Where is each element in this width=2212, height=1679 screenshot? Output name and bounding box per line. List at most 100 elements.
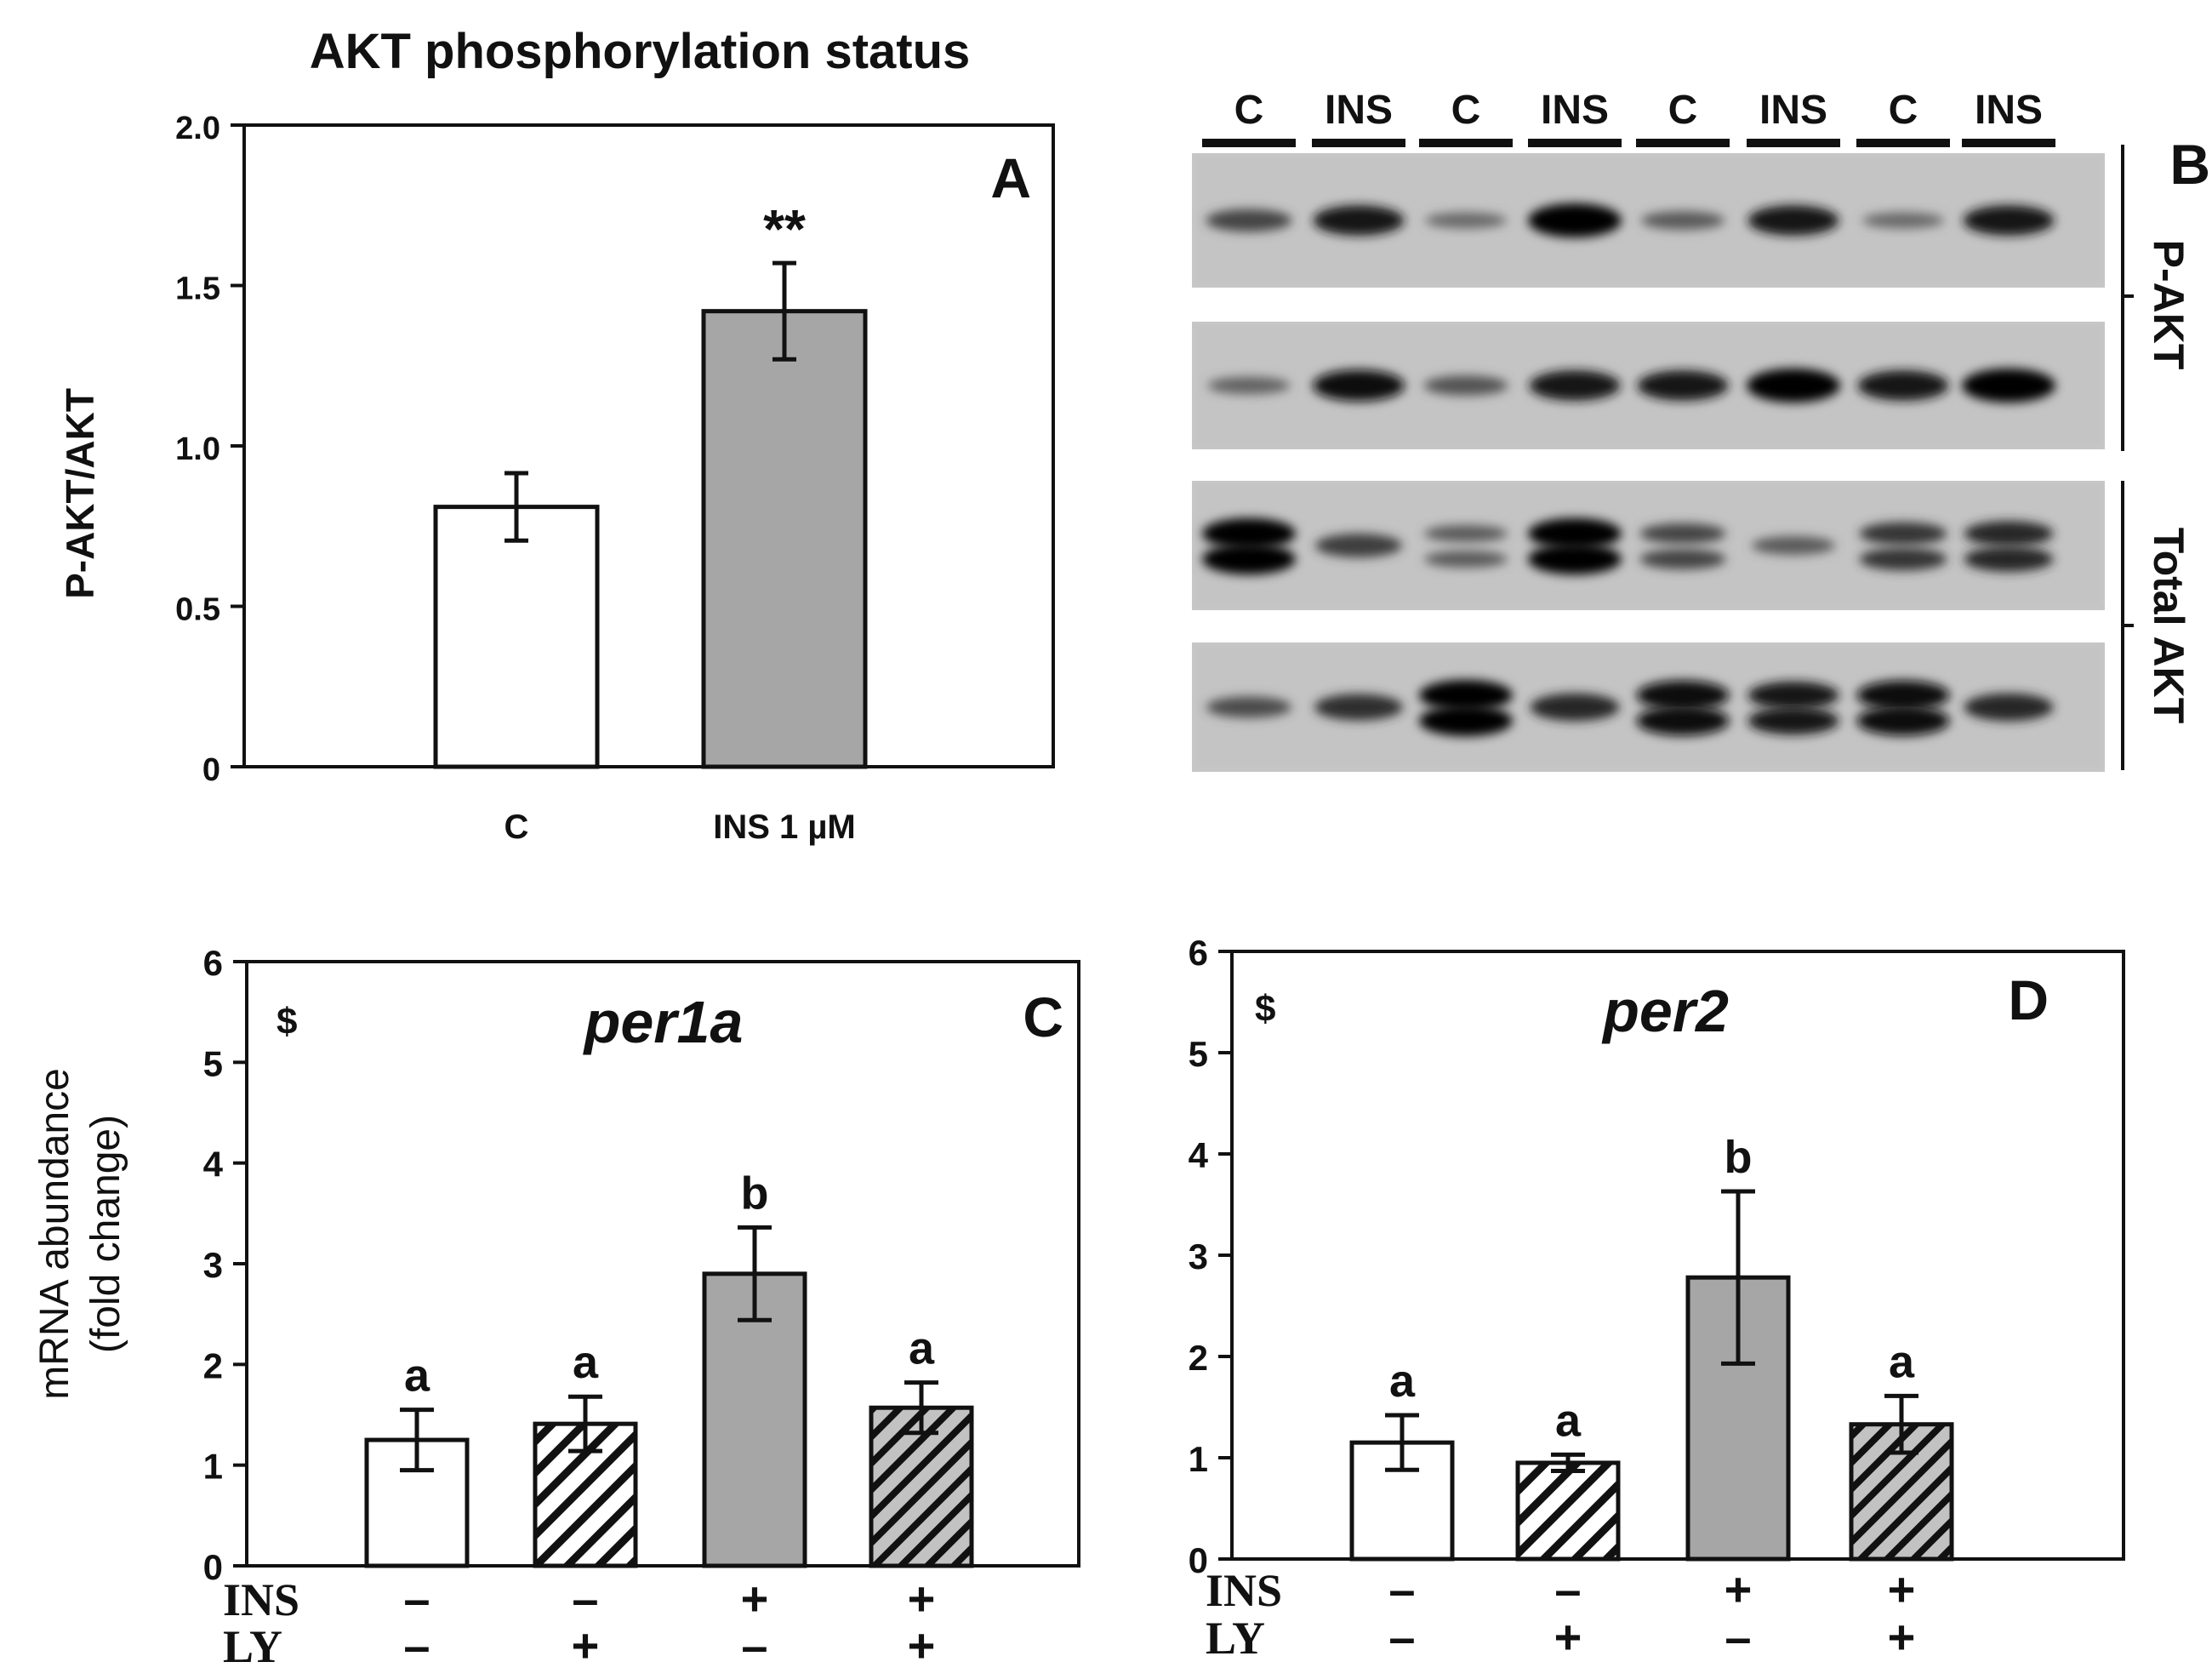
significance-label: a — [573, 1337, 599, 1388]
treatment-label: INS — [1206, 1565, 1282, 1616]
panel-d-letter: D — [2008, 968, 2049, 1031]
panel-d-y-axis: 0 1 2 3 4 5 6 — [1189, 933, 1232, 1580]
blot-band — [1747, 681, 1839, 710]
treatment-sign: + — [908, 1619, 936, 1672]
x-category-label: C — [505, 808, 529, 846]
blot-band — [1313, 205, 1405, 236]
significance-label: a — [1555, 1395, 1582, 1446]
y-tick-label: 4 — [1189, 1135, 1209, 1175]
blot-row — [1192, 642, 2105, 772]
y-tick-label: 0 — [1189, 1540, 1208, 1580]
blot-band — [1206, 696, 1291, 718]
blot-band — [1856, 680, 1950, 711]
blot-row — [1192, 481, 2105, 610]
significance-label: a — [909, 1323, 935, 1374]
panel-c-letter: C — [1023, 985, 1063, 1048]
treatment-sign: – — [1725, 1610, 1751, 1664]
panel-a-title: AKT phosphorylation status — [310, 24, 971, 79]
y-tick-label: 3 — [1189, 1236, 1208, 1276]
panel-d-marker: $ — [1255, 988, 1275, 1030]
blot-band — [1528, 543, 1622, 575]
panel-c-treatments: INS – – + +LY – + – + — [223, 1572, 935, 1672]
y-tick-label: 6 — [203, 943, 223, 983]
panel-d-treatments: INS – – + +LY – + – + — [1206, 1562, 1915, 1664]
blot-band — [1313, 369, 1405, 402]
blot-band — [1747, 706, 1839, 735]
y-tick-label: 5 — [203, 1043, 223, 1083]
significance-label: a — [1889, 1336, 1915, 1387]
treatment-sign: – — [1388, 1610, 1415, 1664]
blot-band — [1962, 368, 2055, 403]
lane-label: C — [1451, 88, 1481, 133]
panel-a-x-axis: C INS 1 µM — [505, 808, 856, 846]
treatment-sign: + — [1725, 1562, 1753, 1616]
blot-band — [1637, 370, 1729, 401]
treatment-sign: – — [1554, 1562, 1581, 1616]
blot-band — [1859, 522, 1947, 545]
y-tick-label: 0.5 — [175, 592, 220, 628]
treatment-sign: + — [572, 1619, 600, 1672]
panel-b-blot-rows — [1192, 153, 2105, 772]
lane-label: INS — [1325, 88, 1393, 133]
blot-band — [1752, 536, 1835, 555]
blot-band — [1202, 517, 1296, 550]
blot-band — [1529, 370, 1621, 401]
blot-band — [1314, 694, 1403, 721]
blot-band — [1747, 205, 1839, 236]
panel-d-bars: a a b a — [1349, 1132, 1954, 1562]
panel-c-title: per1a — [583, 989, 744, 1055]
blot-band — [1419, 679, 1513, 711]
significance-label: ** — [763, 198, 806, 260]
lane-label: INS — [1975, 88, 2043, 133]
significance-label: b — [1725, 1132, 1753, 1183]
y-tick-label: 2 — [203, 1345, 223, 1385]
p-akt-group-label: P-AKT — [2145, 240, 2192, 370]
y-tick-label: 1.5 — [175, 271, 220, 307]
blot-row — [1192, 153, 2105, 288]
blot-band — [1425, 212, 1507, 229]
blot-band — [1857, 370, 1949, 401]
treatment-sign: + — [1888, 1610, 1916, 1664]
blot-band — [1856, 705, 1950, 736]
blot-band — [1423, 375, 1508, 396]
panel-c-ylabel-line2: (fold change) — [83, 1115, 128, 1353]
y-tick-label: 4 — [203, 1145, 224, 1185]
blot-band — [1636, 705, 1730, 736]
bar — [701, 309, 868, 769]
y-tick-label: 6 — [1189, 933, 1208, 973]
blot-band — [1747, 368, 1840, 403]
blot-band — [1641, 211, 1725, 230]
treatment-label: INS — [223, 1574, 299, 1625]
panel-a: AKT phosphorylation status P-AKT/AKT A 0… — [58, 24, 1055, 846]
blot-row — [1192, 322, 2105, 449]
panel-c-y-axis: 0 1 2 3 4 5 6 — [203, 943, 247, 1587]
blot-band — [1530, 693, 1620, 722]
lane-label: C — [1234, 88, 1264, 133]
panel-c-bars: a a b a — [364, 1168, 974, 1568]
panel-c-ylabel-line1: mRNA abundance — [32, 1068, 77, 1400]
panel-d-title: per2 — [1601, 978, 1729, 1044]
significance-label: b — [741, 1168, 769, 1219]
total-akt-group-label: Total AKT — [2145, 528, 2192, 724]
panel-a-bars: ** — [433, 198, 868, 769]
p-akt-bracket — [2121, 145, 2134, 451]
blot-band — [1419, 705, 1513, 737]
treatment-label: LY — [223, 1621, 282, 1672]
lane-label: C — [1668, 88, 1698, 133]
blot-band — [1639, 548, 1726, 570]
panel-b-letter: B — [2169, 133, 2210, 196]
lane-label: INS — [1541, 88, 1609, 133]
treatment-sign: + — [1554, 1610, 1582, 1664]
treatment-label: LY — [1206, 1613, 1265, 1664]
blot-band — [1424, 525, 1508, 542]
panel-b-lane-labels: C INS C INS C INS C INS — [1202, 88, 2055, 147]
blot-band — [1862, 212, 1944, 229]
blot-band — [1206, 208, 1292, 232]
panel-c-marker: $ — [276, 1001, 297, 1042]
panel-a-y-axis: 0 0.5 1.0 1.5 2.0 — [175, 111, 244, 788]
blot-band — [1424, 551, 1508, 568]
blot-band — [1963, 205, 2055, 236]
treatment-sign: + — [741, 1572, 769, 1625]
